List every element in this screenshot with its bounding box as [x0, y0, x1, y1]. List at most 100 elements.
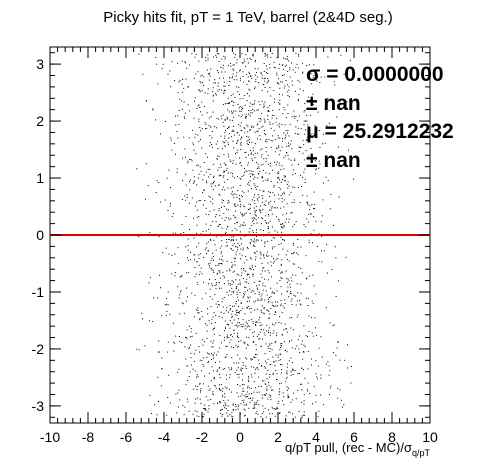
scatter-point	[187, 86, 189, 87]
scatter-point	[200, 82, 202, 84]
scatter-point	[262, 190, 264, 192]
scatter-point	[238, 396, 239, 398]
scatter-point	[240, 369, 242, 371]
scatter-point	[270, 399, 272, 401]
scatter-point	[273, 293, 275, 294]
scatter-point	[184, 195, 186, 197]
scatter-point	[149, 394, 151, 396]
scatter-point	[224, 232, 226, 234]
scatter-point	[254, 265, 256, 267]
scatter-point	[208, 79, 210, 81]
scatter-point	[223, 297, 225, 298]
scatter-point	[231, 322, 233, 324]
scatter-point	[212, 163, 214, 165]
scatter-point	[239, 177, 241, 179]
scatter-point	[198, 216, 200, 217]
scatter-point	[228, 102, 230, 104]
scatter-point	[293, 199, 295, 201]
scatter-point	[231, 415, 233, 417]
scatter-point	[338, 280, 339, 282]
scatter-point	[302, 139, 304, 141]
scatter-point	[186, 197, 188, 198]
scatter-point	[240, 258, 242, 260]
scatter-point	[197, 177, 199, 179]
scatter-point	[220, 66, 222, 68]
scatter-point	[322, 143, 323, 145]
scatter-point	[278, 173, 280, 174]
scatter-point	[219, 263, 221, 264]
scatter-point	[301, 367, 303, 369]
scatter-point	[224, 171, 225, 172]
scatter-point	[307, 124, 309, 126]
scatter-point	[268, 214, 269, 215]
scatter-point	[323, 250, 325, 252]
scatter-point	[269, 105, 271, 107]
scatter-point	[267, 115, 269, 117]
scatter-point	[275, 207, 277, 209]
scatter-point	[209, 278, 210, 280]
scatter-point	[273, 101, 275, 103]
scatter-point	[289, 411, 291, 413]
scatter-point	[294, 158, 296, 160]
scatter-point	[251, 358, 253, 360]
scatter-point	[236, 72, 238, 74]
scatter-point	[291, 62, 292, 64]
scatter-point	[308, 64, 310, 66]
scatter-point	[301, 401, 303, 403]
scatter-point	[266, 72, 267, 74]
scatter-point	[237, 103, 239, 105]
scatter-point	[347, 367, 348, 369]
scatter-point	[306, 108, 308, 110]
scatter-point	[244, 313, 246, 315]
scatter-point	[239, 77, 241, 79]
scatter-point	[222, 67, 224, 69]
scatter-point	[209, 238, 211, 240]
scatter-point	[234, 205, 236, 207]
scatter-point	[241, 137, 243, 139]
scatter-point	[142, 73, 144, 75]
scatter-point	[284, 350, 286, 351]
scatter-point	[246, 391, 248, 393]
scatter-point	[219, 361, 221, 363]
scatter-point	[232, 68, 234, 70]
scatter-point	[290, 286, 291, 288]
scatter-point	[177, 115, 179, 117]
scatter-point	[194, 254, 196, 256]
scatter-point	[225, 239, 227, 240]
scatter-point	[203, 84, 205, 86]
scatter-point	[310, 114, 311, 116]
scatter-point	[245, 113, 247, 115]
scatter-point	[286, 145, 288, 147]
scatter-point	[275, 341, 277, 342]
scatter-point	[314, 208, 316, 209]
scatter-point	[232, 162, 234, 164]
scatter-point	[278, 359, 280, 361]
scatter-point	[277, 135, 279, 137]
scatter-point	[318, 160, 320, 162]
scatter-point	[252, 159, 254, 161]
scatter-point	[174, 253, 176, 255]
scatter-point	[288, 142, 289, 144]
scatter-point	[240, 340, 242, 342]
scatter-point	[263, 267, 265, 269]
scatter-point	[267, 270, 269, 272]
scatter-point	[260, 273, 262, 275]
scatter-point	[252, 408, 254, 409]
scatter-point	[272, 248, 274, 250]
scatter-point	[276, 57, 278, 59]
scatter-point	[318, 167, 320, 169]
scatter-point	[215, 303, 217, 305]
scatter-point	[234, 260, 236, 262]
scatter-point	[307, 305, 309, 306]
scatter-point	[204, 248, 206, 250]
scatter-point	[277, 354, 279, 356]
scatter-point	[249, 329, 251, 331]
scatter-point	[232, 244, 234, 246]
scatter-point	[287, 84, 289, 86]
scatter-point	[309, 393, 311, 394]
scatter-point	[183, 232, 185, 233]
scatter-point	[263, 103, 265, 105]
scatter-point	[242, 364, 244, 366]
scatter-point	[289, 69, 291, 71]
scatter-point	[270, 95, 271, 97]
